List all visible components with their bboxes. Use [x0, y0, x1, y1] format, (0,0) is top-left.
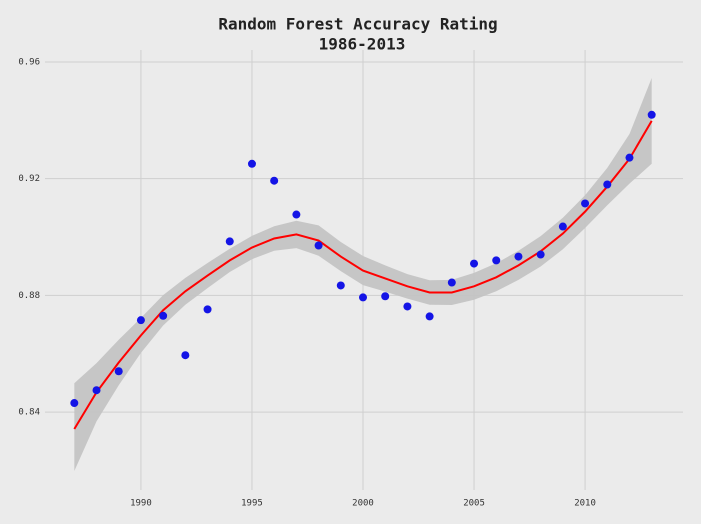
point	[403, 302, 412, 311]
y-tick-label: 0.92	[18, 174, 40, 184]
point	[514, 252, 523, 261]
chart-title: Random Forest Accuracy Rating	[218, 15, 497, 34]
y-tick-label: 0.84	[18, 408, 40, 418]
confidence-band	[74, 78, 652, 472]
y-tick-label: 0.88	[18, 291, 40, 301]
smooth-line	[73, 120, 653, 430]
x-tick-label: 2010	[574, 499, 596, 509]
point	[247, 159, 256, 168]
point	[381, 292, 390, 301]
x-tick-label: 1995	[241, 499, 263, 509]
point	[558, 222, 567, 231]
point	[425, 312, 434, 321]
point	[625, 153, 634, 162]
point	[292, 210, 301, 219]
point	[470, 259, 479, 268]
point	[336, 281, 345, 290]
point	[70, 399, 79, 408]
chart-subtitle: 1986-2013	[319, 35, 406, 54]
point	[359, 293, 368, 302]
point	[92, 386, 101, 395]
point	[492, 256, 501, 265]
point	[159, 311, 168, 320]
point	[536, 250, 545, 259]
point	[203, 305, 212, 314]
point	[136, 316, 145, 325]
point	[270, 176, 279, 185]
point	[114, 367, 123, 376]
point	[314, 241, 323, 250]
y-tick-label: 0.96	[18, 57, 40, 67]
point	[647, 110, 656, 119]
point	[581, 199, 590, 208]
point	[181, 351, 190, 360]
x-tick-label: 1990	[130, 499, 152, 509]
point	[447, 278, 456, 287]
point	[603, 180, 612, 189]
x-tick-label: 2005	[463, 499, 485, 509]
point	[225, 237, 234, 246]
x-tick-label: 2000	[352, 499, 374, 509]
